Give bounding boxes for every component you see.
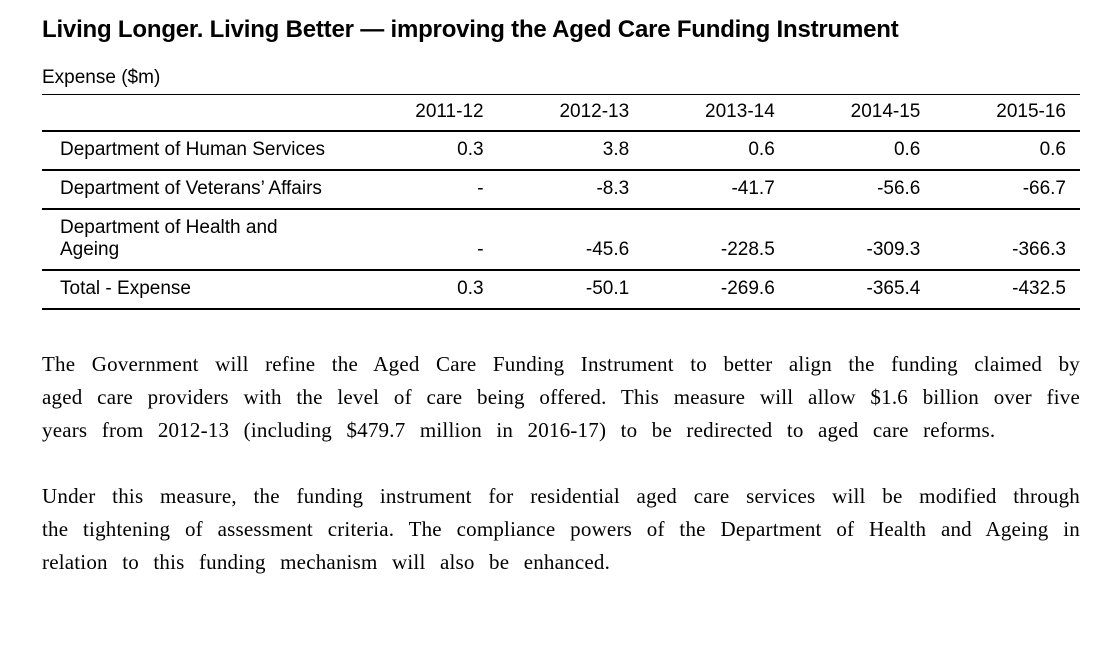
table-row: Department of Health and Ageing - -45.6 … bbox=[42, 208, 1080, 271]
value-cell: -50.1 bbox=[497, 269, 644, 310]
row-label: Department of Health and Ageing bbox=[42, 208, 352, 271]
value-cell: 0.6 bbox=[934, 130, 1080, 171]
year-header: 2011-12 bbox=[352, 94, 498, 132]
value-cell: -45.6 bbox=[497, 208, 644, 271]
value-cell: 3.8 bbox=[497, 130, 644, 171]
value-cell: - bbox=[352, 169, 498, 210]
value-cell: -432.5 bbox=[934, 269, 1080, 310]
value-cell: -228.5 bbox=[643, 208, 789, 271]
value-cell: - bbox=[352, 208, 498, 271]
row-label: Department of Veterans’ Affairs bbox=[42, 169, 352, 210]
value-cell: 0.3 bbox=[352, 130, 498, 171]
value-cell: 0.6 bbox=[643, 130, 789, 171]
value-cell: -269.6 bbox=[643, 269, 789, 310]
table-row: Department of Human Services 0.3 3.8 0.6… bbox=[42, 130, 1080, 171]
header-blank-cell bbox=[42, 94, 352, 132]
row-label: Department of Human Services bbox=[42, 130, 352, 171]
row-label: Total - Expense bbox=[42, 269, 352, 310]
value-cell: 0.3 bbox=[352, 269, 498, 310]
year-header: 2014-15 bbox=[788, 94, 935, 132]
year-header: 2012-13 bbox=[497, 94, 644, 132]
value-cell: -309.3 bbox=[788, 208, 935, 271]
year-header: 2015-16 bbox=[934, 94, 1080, 132]
value-cell: -41.7 bbox=[643, 169, 789, 210]
table-row: Department of Veterans’ Affairs - -8.3 -… bbox=[42, 169, 1080, 210]
body-paragraph-2: Under this measure, the funding instrume… bbox=[42, 483, 1080, 574]
value-cell: -366.3 bbox=[934, 208, 1080, 271]
value-cell: -365.4 bbox=[788, 269, 935, 310]
value-cell: 0.6 bbox=[788, 130, 935, 171]
table-row-total: Total - Expense 0.3 -50.1 -269.6 -365.4 … bbox=[42, 269, 1080, 310]
body-paragraph-1: The Government will refine the Aged Care… bbox=[42, 351, 1080, 442]
table-header-row: 2011-12 2012-13 2013-14 2014-15 2015-16 bbox=[42, 94, 1080, 132]
value-cell: -66.7 bbox=[934, 169, 1080, 210]
value-cell: -8.3 bbox=[497, 169, 644, 210]
measure-title: Living Longer. Living Better — improving… bbox=[42, 16, 899, 43]
expense-table-label: Expense ($m) bbox=[42, 67, 1080, 95]
year-header: 2013-14 bbox=[643, 94, 789, 132]
expense-table: 2011-12 2012-13 2013-14 2014-15 2015-16 … bbox=[42, 94, 1080, 310]
value-cell: -56.6 bbox=[788, 169, 935, 210]
